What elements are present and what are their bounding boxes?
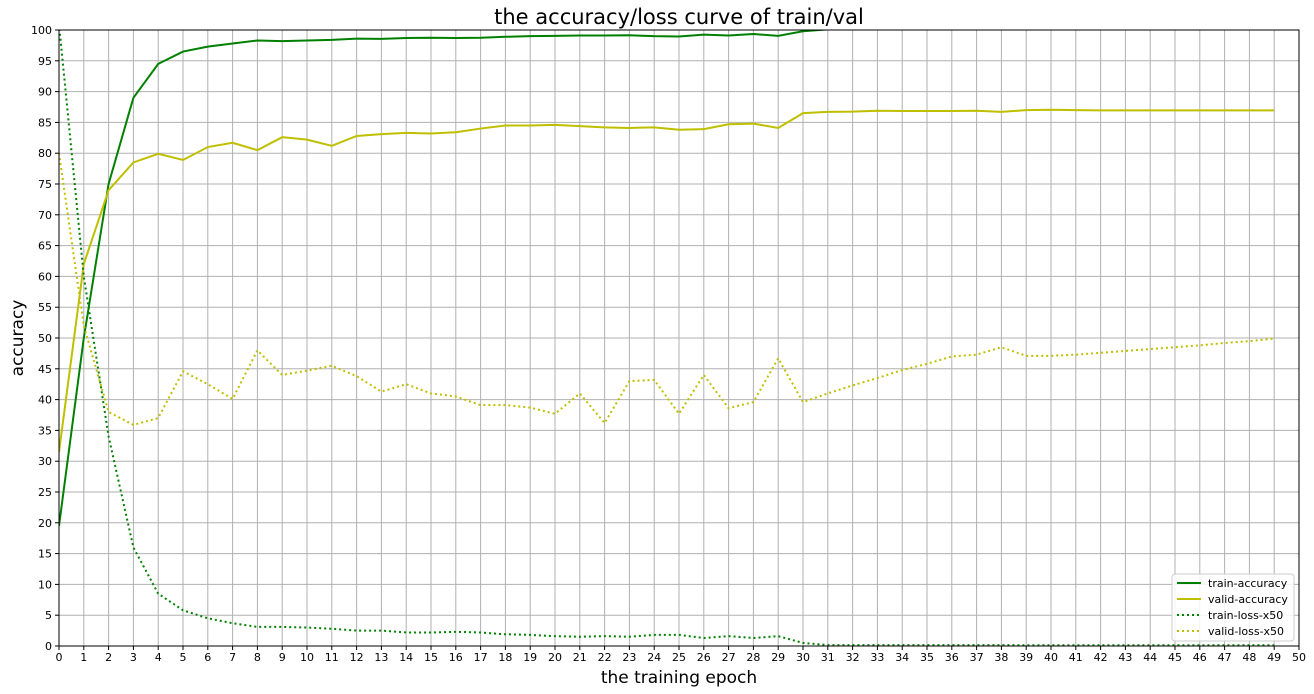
y-tick-label: 85 [38,116,52,129]
y-tick-label: 15 [38,548,52,561]
x-tick-label: 5 [180,651,187,664]
x-tick-label: 19 [523,651,537,664]
x-tick-label: 16 [449,651,463,664]
x-tick-label: 33 [870,651,884,664]
x-tick-label: 10 [300,651,314,664]
y-tick-label: 75 [38,178,52,191]
x-tick-label: 15 [424,651,438,664]
x-tick-label: 37 [970,651,984,664]
series-layer [59,30,1275,646]
y-tick-label: 45 [38,363,52,376]
x-tick-label: 13 [374,651,388,664]
y-tick-label: 60 [38,270,52,283]
x-tick-label: 1 [80,651,87,664]
x-tick-label: 20 [548,651,562,664]
x-tick-label: 23 [622,651,636,664]
x-tick-label: 45 [1168,651,1182,664]
y-axis-label: accuracy [8,300,28,377]
y-tick-label: 20 [38,517,52,530]
x-tick-label: 17 [474,651,488,664]
x-tick-label: 22 [598,651,612,664]
x-tick-label: 30 [796,651,810,664]
x-tick-label: 43 [1118,651,1132,664]
y-tick-label: 95 [38,55,52,68]
y-tick-label: 5 [45,609,52,622]
x-tick-label: 21 [573,651,587,664]
x-tick-label: 11 [325,651,339,664]
y-tick-label: 40 [38,394,52,407]
x-tick-label: 50 [1292,651,1306,664]
x-tick-label: 41 [1069,651,1083,664]
x-tick-label: 47 [1218,651,1232,664]
x-tick-label: 24 [647,651,661,664]
x-tick-label: 12 [350,651,364,664]
y-tick-label: 55 [38,301,52,314]
legend-label-valid-loss-x50: valid-loss-x50 [1208,625,1284,638]
x-tick-label: 0 [56,651,63,664]
series-line-valid-accuracy [59,108,1275,453]
x-tick-label: 48 [1242,651,1256,664]
y-tick-label: 50 [38,332,52,345]
x-tick-label: 28 [746,651,760,664]
series-line-valid-loss-x50 [59,153,1275,426]
x-tick-label: 49 [1267,651,1281,664]
x-tick-label: 6 [204,651,211,664]
x-tick-label: 39 [1019,651,1033,664]
y-tick-label: 30 [38,455,52,468]
x-tick-label: 34 [895,651,909,664]
x-tick-label: 36 [945,651,959,664]
y-tick-label: 35 [38,424,52,437]
x-tick-label: 40 [1044,651,1058,664]
x-tick-label: 26 [697,651,711,664]
y-tick-label: 90 [38,86,52,99]
x-tick-label: 4 [155,651,162,664]
y-tick-label: 0 [45,640,52,653]
x-tick-label: 7 [229,651,236,664]
x-tick-label: 14 [399,651,413,664]
x-tick-label: 2 [105,651,112,664]
x-tick-label: 32 [846,651,860,664]
y-tick-label: 80 [38,147,52,160]
x-tick-label: 31 [821,651,835,664]
x-tick-label: 3 [130,651,137,664]
grid [58,29,1300,647]
x-tick-label: 29 [771,651,785,664]
legend-box [1171,573,1295,642]
x-tick-label: 44 [1143,651,1157,664]
y-tick-label: 100 [31,24,52,37]
chart-title: the accuracy/loss curve of train/val [494,5,864,29]
ticks: 0 1 2 3 4 5 6 7 8 9 10 11 12 13 14 15 16 17 18 19 20 21 22 23 24… [31,24,1306,664]
legend-label-valid-accuracy: valid-accuracy [1208,593,1288,606]
legend: train-accuracy valid-accuracy train-loss-x… [1171,573,1295,642]
y-tick-label: 10 [38,578,52,591]
x-tick-label: 18 [498,651,512,664]
y-tick-label: 25 [38,486,52,499]
legend-label-train-accuracy: train-accuracy [1208,577,1288,590]
x-tick-label: 25 [672,651,686,664]
series-line-train-accuracy [59,30,844,527]
x-tick-label: 9 [279,651,286,664]
y-tick-label: 65 [38,240,52,253]
x-tick-label: 46 [1193,651,1207,664]
x-tick-label: 35 [920,651,934,664]
legend-label-train-loss-x50: train-loss-x50 [1208,609,1283,622]
x-tick-label: 42 [1094,651,1108,664]
x-tick-label: 8 [254,651,261,664]
y-tick-label: 70 [38,209,52,222]
x-tick-label: 27 [722,651,736,664]
x-axis-label: the training epoch [601,668,757,688]
x-tick-label: 38 [994,651,1008,664]
